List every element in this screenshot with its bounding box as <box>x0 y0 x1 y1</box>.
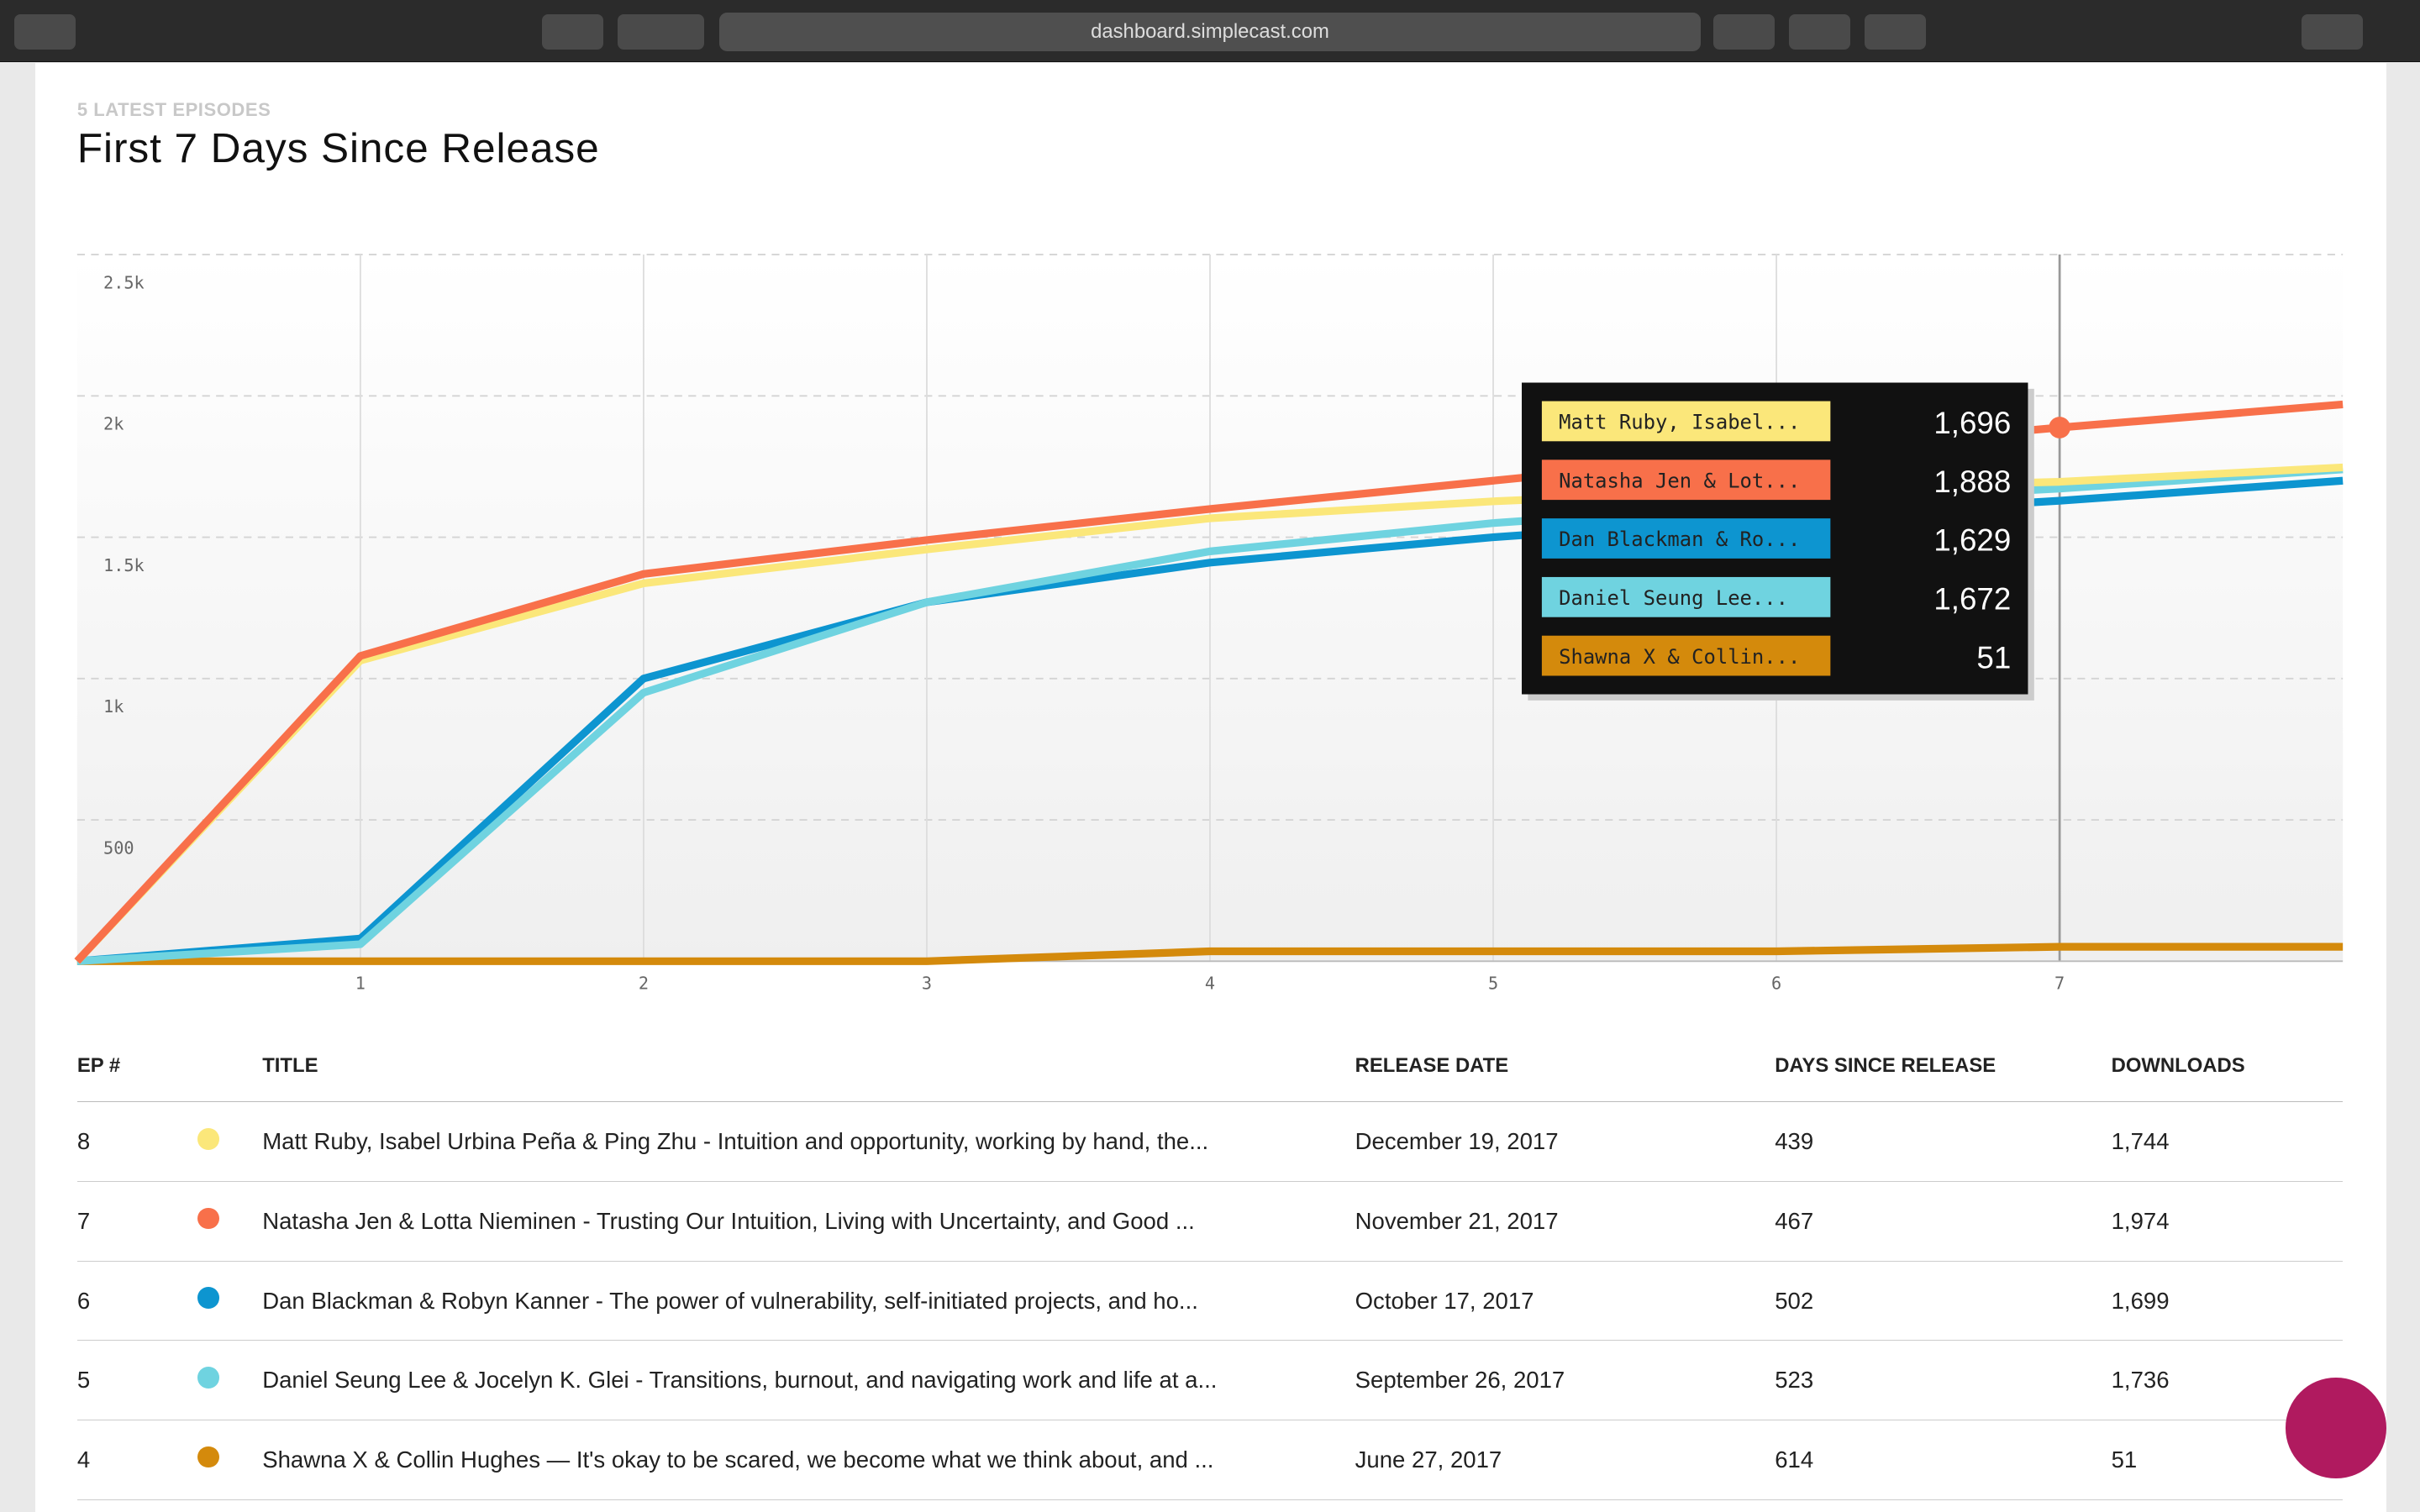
color-cell <box>197 1420 263 1500</box>
table-cell: 439 <box>1775 1101 2112 1183</box>
table-cell: 7 <box>76 1181 198 1262</box>
table-cell: Dan Blackman & Robyn Kanner - The power … <box>262 1261 1355 1341</box>
table-cell: December 19, 2017 <box>1355 1101 1776 1183</box>
table-cell: 6 <box>76 1261 198 1341</box>
x-tick-label: 1 <box>355 973 366 993</box>
tooltip-value: 51 <box>1976 640 2011 675</box>
reader-button[interactable] <box>1788 13 1851 50</box>
color-dot <box>197 1127 219 1150</box>
table-cell: 523 <box>1775 1340 2112 1421</box>
table-cell: October 17, 2017 <box>1355 1261 1776 1341</box>
color-dot <box>197 1287 219 1309</box>
table-cell: Shawna X & Collin Hughes — It's okay to … <box>262 1420 1355 1500</box>
table-row: 8 Matt Ruby, Isabel Urbina Peña & Ping Zh… <box>76 1101 2344 1183</box>
table-cell: 467 <box>1775 1181 2112 1262</box>
share-button[interactable] <box>2301 13 2364 50</box>
table-cell: 8 <box>76 1101 198 1183</box>
table-row: 4 Shawna X & Collin Hughes — It's okay to… <box>76 1420 2344 1500</box>
table-cell: June 27, 2017 <box>1355 1420 1776 1500</box>
x-tick-label: 3 <box>922 973 932 993</box>
y-tick-label: 2k <box>103 414 124 434</box>
x-tick-label: 5 <box>1488 973 1498 993</box>
page-title: First 7 Days Since Release <box>76 123 600 171</box>
tooltip-name: Matt Ruby, Isabel... <box>1559 411 1800 434</box>
color-header <box>197 1030 263 1103</box>
column-header: DOWNLOADS <box>2111 1030 2344 1103</box>
hover-point <box>2049 417 2070 438</box>
tabs-button[interactable] <box>1864 13 1927 50</box>
table-cell: 1,744 <box>2111 1101 2344 1183</box>
x-tick-label: 2 <box>639 973 649 993</box>
eyebrow: 5 LATEST EPISODES <box>76 98 271 120</box>
table-cell: 1,974 <box>2111 1181 2344 1262</box>
color-cell <box>197 1261 263 1341</box>
y-tick-label: 1.5k <box>103 555 145 575</box>
tooltip-value: 1,672 <box>1933 582 2011 617</box>
password-button[interactable] <box>1712 13 1776 50</box>
y-tick-label: 2.5k <box>103 272 145 292</box>
nav-buttons[interactable] <box>617 13 704 50</box>
series-line <box>76 942 2344 965</box>
episode-table: EP # TITLE RELEASE DATE DAYS SINCE RELEASE D… <box>76 1030 2344 1500</box>
table-cell: 614 <box>1775 1420 2112 1500</box>
tooltip-name: Daniel Seung Lee... <box>1559 586 1788 610</box>
tooltip-name: Natasha Jen & Lot... <box>1559 469 1800 492</box>
color-cell <box>197 1181 263 1262</box>
column-header: TITLE <box>262 1030 1355 1103</box>
tooltip-value: 1,888 <box>1933 465 2011 499</box>
color-dot <box>197 1207 219 1230</box>
address-bar[interactable]: dashboard.simplecast.com <box>718 12 1702 51</box>
cloud-button[interactable] <box>541 13 604 50</box>
tooltip-swatch <box>1541 518 1831 559</box>
tooltip-swatch <box>1541 635 1831 676</box>
table-cell: 5 <box>76 1340 198 1421</box>
table-cell: Daniel Seung Lee & Jocelyn K. Glei - Tra… <box>262 1340 1355 1421</box>
x-tick-label: 6 <box>1771 973 1781 993</box>
color-cell <box>197 1340 263 1421</box>
table-row: 6 Dan Blackman & Robyn Kanner - The power… <box>76 1261 2344 1341</box>
tooltip-swatch <box>1541 459 1831 501</box>
color-cell <box>197 1101 263 1183</box>
table-cell: September 26, 2017 <box>1355 1340 1776 1421</box>
y-tick-label: 500 <box>103 837 134 858</box>
column-header: DAYS SINCE RELEASE <box>1775 1030 2112 1103</box>
tooltip-name: Dan Blackman & Ro... <box>1559 528 1800 551</box>
tooltip-swatch <box>1541 576 1831 617</box>
column-header: RELEASE DATE <box>1355 1030 1776 1103</box>
column-header: EP # <box>76 1030 198 1103</box>
y-tick-label: 1k <box>103 696 124 717</box>
color-dot <box>197 1366 219 1389</box>
table-cell: 502 <box>1775 1261 2112 1341</box>
sidebar-button[interactable] <box>13 13 76 50</box>
tooltip-swatch <box>1541 401 1831 442</box>
tooltip-value: 1,696 <box>1933 406 2011 440</box>
x-tick-label: 4 <box>1205 973 1215 993</box>
table-cell: Matt Ruby, Isabel Urbina Peña & Ping Zhu… <box>262 1101 1355 1183</box>
tooltip-name: Shawna X & Collin... <box>1559 645 1800 669</box>
chat-button[interactable] <box>2286 1378 2386 1478</box>
color-dot <box>197 1446 219 1468</box>
tooltip-value: 1,629 <box>1933 523 2011 558</box>
table-cell: Natasha Jen & Lotta Nieminen - Trusting … <box>262 1181 1355 1262</box>
x-tick-label: 7 <box>2054 973 2065 993</box>
table-row: 7 Natasha Jen & Lotta Nieminen - Trusting… <box>76 1181 2344 1262</box>
table-cell: November 21, 2017 <box>1355 1181 1776 1262</box>
table-cell: 4 <box>76 1420 198 1500</box>
chart: 500 1k 1.5k 2k 2.5k 1 2 3 4 5 6 7 Matt Ruby, Isabel.… <box>74 254 2344 993</box>
table-row: 5 Daniel Seung Lee & Jocelyn K. Glei - Tr… <box>76 1340 2344 1421</box>
table-cell: 1,699 <box>2111 1261 2344 1341</box>
browser-toolbar: dashboard.simplecast.com <box>0 0 2420 63</box>
tooltip: Matt Ruby, Isabel... 1,696 Natasha Jen & L… <box>1522 382 2034 701</box>
